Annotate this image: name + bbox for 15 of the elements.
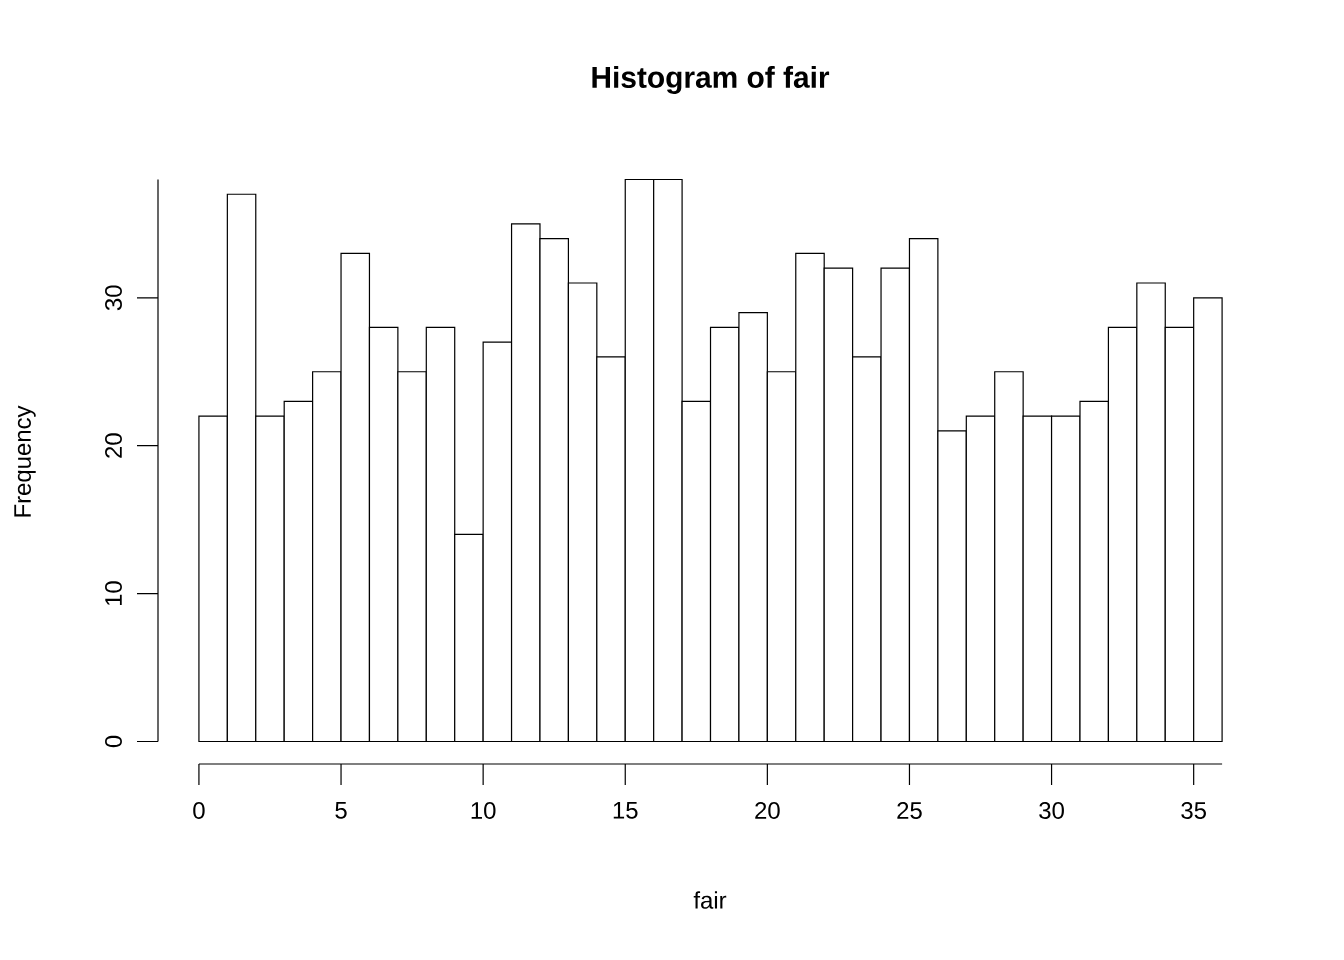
x-tick-label: 30 bbox=[1039, 802, 1064, 819]
x-axis-title: fair bbox=[693, 891, 727, 909]
y-tick-label: 0 bbox=[105, 735, 122, 748]
y-tick-label: 10 bbox=[105, 581, 122, 606]
x-tick-label: 35 bbox=[1181, 802, 1206, 819]
x-tick-label: 20 bbox=[755, 802, 780, 819]
y-axis-title: Frequency bbox=[14, 405, 36, 517]
y-tick-label: 20 bbox=[105, 433, 122, 458]
y-tick-label: 30 bbox=[105, 285, 122, 311]
x-tick-label: 15 bbox=[613, 802, 638, 819]
x-tick-label: 25 bbox=[897, 802, 922, 819]
chart-title: Histogram of fair bbox=[592, 65, 830, 94]
x-tick-label: 10 bbox=[471, 802, 496, 819]
x-tick-label: 5 bbox=[335, 802, 347, 819]
x-tick-label: 0 bbox=[193, 802, 205, 819]
